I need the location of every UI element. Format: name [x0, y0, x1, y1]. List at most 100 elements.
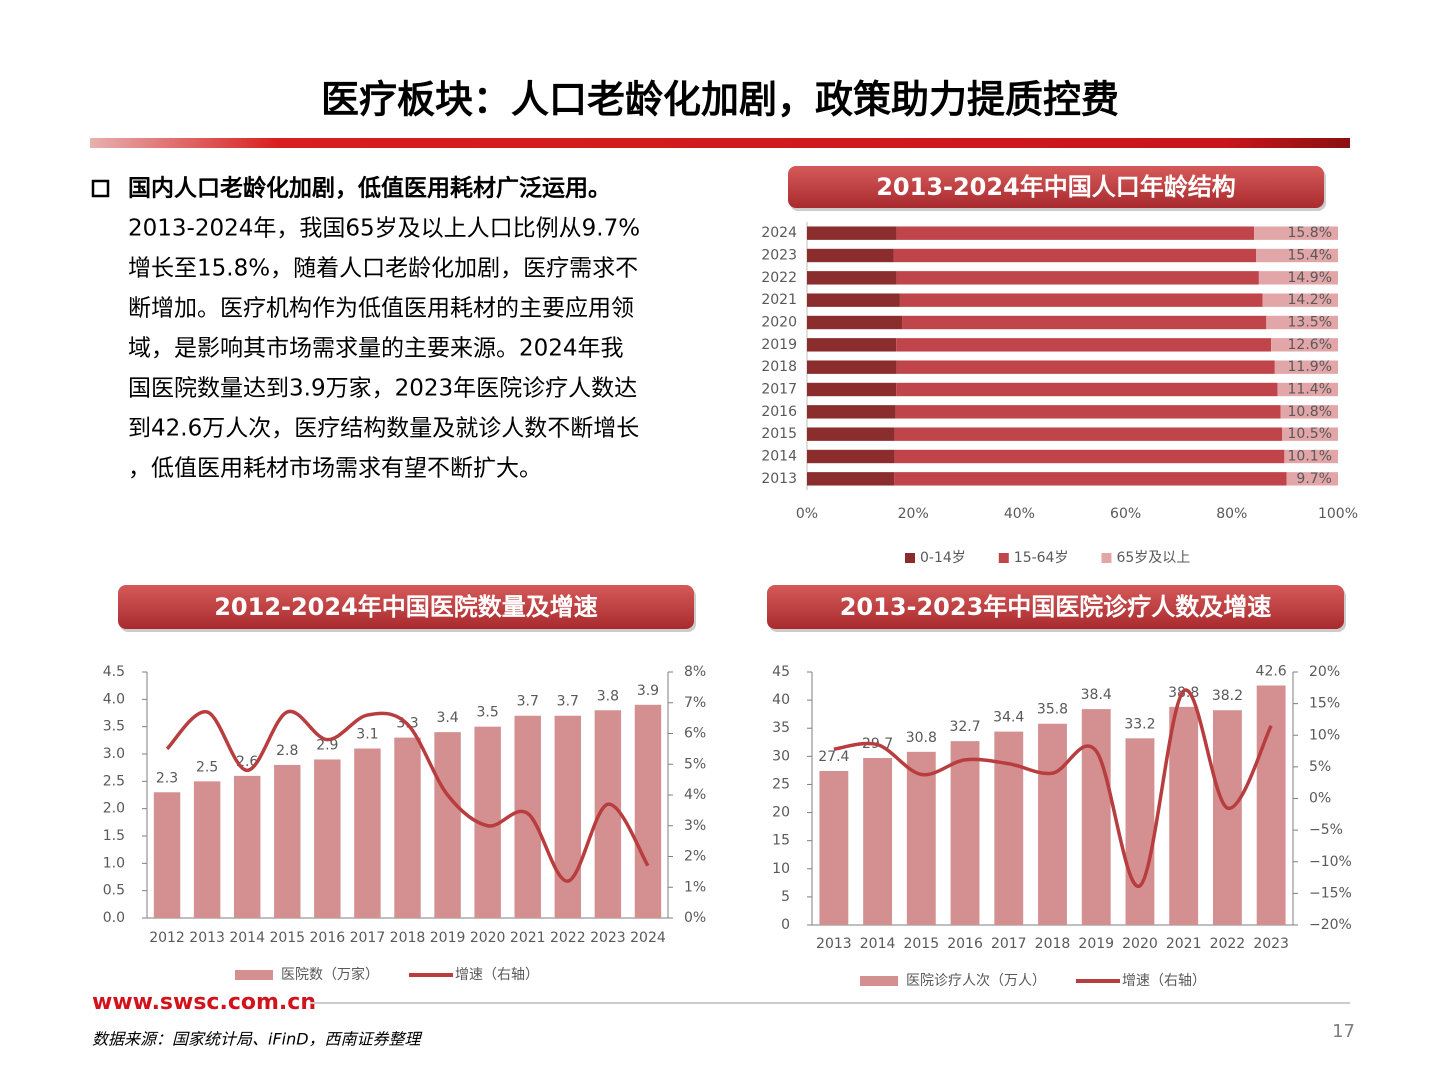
- legend-swatch: [860, 976, 898, 986]
- bullet-line: 国医院数量达到3.9万家，2023年医院诊疗人数达: [128, 376, 637, 402]
- y2-tick-label: 0%: [684, 910, 706, 926]
- y2-tick-label: 15%: [1309, 696, 1340, 712]
- y-tick-label: 2019: [761, 337, 797, 353]
- y-tick-label: 2014: [761, 449, 797, 465]
- bar-segment: [1274, 360, 1338, 374]
- bar: [554, 715, 582, 918]
- y-tick-label: 2023: [761, 248, 797, 264]
- x-tick-label: 2014: [860, 936, 896, 952]
- bar-segment: [1254, 226, 1338, 240]
- chart-title: 2013-2023年中国医院诊疗人数及增速: [840, 593, 1272, 621]
- y-tick-label: 4.5: [103, 664, 125, 680]
- chart: 2013-2024年中国人口年龄结构 0% 20% 40% 60% 80% 100% 2013…: [761, 166, 1358, 566]
- bullet-heading: 国内人口老龄化加剧，低值医用耗材广泛运用。: [128, 175, 611, 202]
- bar: [434, 732, 461, 918]
- bar: [193, 781, 221, 918]
- x-tick-label: 2016: [310, 930, 346, 946]
- bar: [906, 751, 936, 925]
- y-tick-label: 2024: [761, 225, 797, 241]
- bullet-line: 增长至15.8%，随着人口老龄化加剧，医疗需求不: [128, 256, 638, 282]
- x-tick-label: 2023: [1253, 936, 1289, 952]
- y-tick-label: 25: [772, 776, 790, 792]
- y2-tick-label: −5%: [1309, 822, 1343, 838]
- x-tick-label: 2015: [903, 936, 939, 952]
- data-label: 9.7%: [1296, 471, 1332, 487]
- y2-tick-label: 6%: [684, 726, 706, 742]
- bar-segment: [895, 405, 1281, 419]
- x-tick-label: 2024: [630, 930, 666, 946]
- bar-segment: [1280, 405, 1338, 419]
- website: www.swsc.com.cn: [92, 990, 316, 1015]
- y-tick-label: 3.5: [103, 719, 125, 735]
- x-tick-label: 2017: [350, 930, 386, 946]
- bar-segment: [1266, 315, 1338, 330]
- y-tick-label: 4.0: [103, 691, 125, 707]
- legend-swatch: [1101, 553, 1112, 563]
- bullet-body: 2013-2024年，我国65岁及以上人口比例从9.7% 增长至15.8%，随着人…: [128, 216, 640, 482]
- y2-tick-label: 3%: [684, 818, 706, 834]
- y-tick-label: 5: [781, 889, 790, 905]
- bar: [863, 758, 893, 925]
- chart-title: 2012-2024年中国医院数量及增速: [214, 593, 598, 621]
- data-label: 12.6%: [1288, 337, 1332, 353]
- legend-label: 医院数（万家）: [281, 966, 379, 983]
- legend-swatch: [998, 553, 1009, 563]
- bar: [314, 759, 341, 918]
- data-label: 3.1: [356, 727, 378, 743]
- bar-segment: [807, 449, 895, 464]
- legend-label: 增速（右轴）: [455, 967, 539, 983]
- bar: [233, 775, 261, 918]
- data-label: 2.8: [276, 743, 298, 759]
- chart-title: 2013-2024年中国人口年龄结构: [876, 173, 1236, 201]
- x-tick-label: 2022: [1210, 936, 1246, 952]
- bar: [1038, 723, 1067, 925]
- data-label: 35.8: [1037, 702, 1068, 718]
- bar: [1212, 710, 1242, 925]
- bar-segment: [896, 226, 1255, 240]
- x-tick-label: 2018: [1035, 936, 1071, 952]
- y2-tick-label: 20%: [1309, 664, 1340, 680]
- legend-label: 医院诊疗人次（万人）: [906, 973, 1046, 989]
- y-tick-label: 2021: [761, 292, 797, 308]
- bar: [634, 704, 662, 918]
- bar: [274, 764, 301, 918]
- legend-swatch: [235, 970, 273, 980]
- bar-segment: [807, 315, 903, 330]
- bar-segment: [894, 472, 1287, 486]
- bar: [1256, 685, 1286, 925]
- legend-swatch: [905, 553, 915, 563]
- legend-label: 15-64岁: [1014, 550, 1069, 566]
- y-tick-label: 2016: [761, 404, 797, 420]
- bar-segment: [1256, 248, 1338, 263]
- y-tick-label: 0.0: [103, 910, 125, 926]
- x-tick-label: 60%: [1110, 506, 1141, 522]
- bar-segment: [896, 271, 1259, 285]
- bar-segment: [1282, 427, 1338, 441]
- y2-tick-label: 0%: [1309, 791, 1331, 807]
- data-label: 10.1%: [1288, 449, 1332, 465]
- bar-segment: [807, 248, 894, 263]
- bar-segment: [1262, 293, 1338, 307]
- bullet-line: ，低值医用耗材市场需求有望不断扩大。: [128, 456, 542, 482]
- bar-segment: [894, 427, 1283, 441]
- y2-tick-label: −15%: [1309, 885, 1352, 901]
- growth-line: [165, 709, 650, 883]
- page-number: 17: [1332, 1021, 1355, 1042]
- data-label: 38.4: [1081, 687, 1112, 703]
- bar: [1169, 706, 1199, 925]
- x-tick-label: 80%: [1216, 506, 1247, 522]
- bar-segment: [902, 315, 1267, 330]
- bullet-icon: [91, 179, 110, 198]
- bar-segment: [896, 360, 1275, 374]
- y2-tick-label: 5%: [1309, 759, 1331, 775]
- data-label: 10.8%: [1288, 404, 1332, 420]
- data-label: 10.5%: [1288, 426, 1332, 442]
- y-tick-label: 1.0: [103, 855, 125, 871]
- bar-segment: [1286, 472, 1338, 486]
- x-tick-label: 20%: [898, 506, 929, 522]
- y2-tick-label: 5%: [684, 756, 706, 772]
- y-tick-label: 30: [772, 748, 790, 764]
- legend-label: 65岁及以上: [1116, 550, 1190, 566]
- bar: [1081, 709, 1111, 925]
